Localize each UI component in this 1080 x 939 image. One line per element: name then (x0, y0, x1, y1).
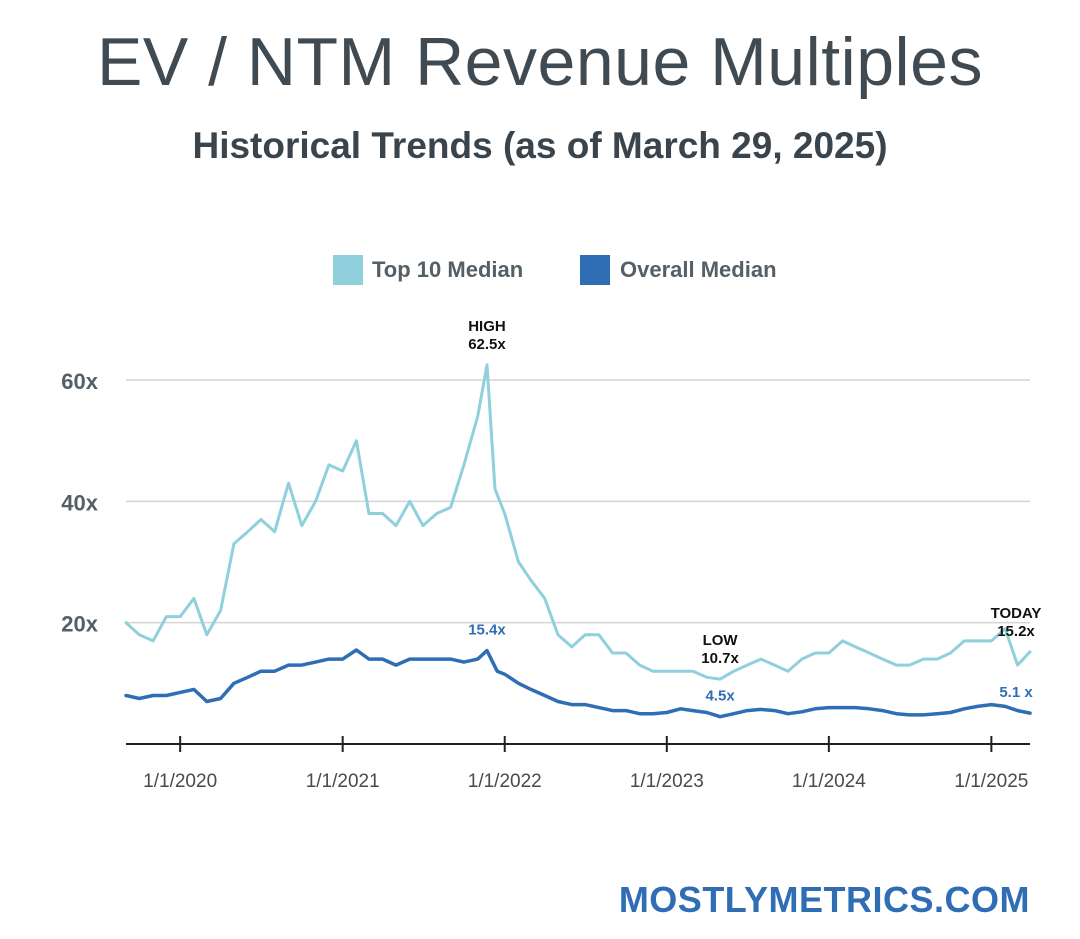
annotation-line: 5.1 x (999, 684, 1033, 701)
chart-subtitle: Historical Trends (as of March 29, 2025) (192, 125, 888, 166)
chart-title: EV / NTM Revenue Multiples (97, 24, 983, 100)
annotation-3: LOW 10.7x (701, 632, 739, 667)
y-tick-label: 60x (61, 369, 98, 394)
annotation-line: 62.5x (468, 336, 506, 353)
y-tick-label: 40x (61, 490, 98, 515)
x-tick-label: 1/1/2025 (954, 771, 1028, 792)
series-line-1 (124, 363, 1032, 681)
annotation-6: 5.1 x (999, 684, 1033, 701)
x-axis: 1/1/2020 1/1/2021 1/1/2022 1/1/2023 1/1/2024… (126, 736, 1030, 792)
x-tick-label: 1/1/2023 (630, 771, 704, 792)
series-line-2 (124, 648, 1032, 719)
annotation-1: HIGH 62.5x (468, 318, 506, 353)
annotation-line: TODAY (991, 605, 1042, 622)
series-lines (124, 363, 1032, 719)
annotation-line: HIGH (468, 318, 506, 335)
annotation-line: 15.2x (997, 623, 1035, 640)
legend: Top 10 Median Overall Median (333, 255, 777, 285)
x-tick-label: 1/1/2022 (468, 771, 542, 792)
annotation-4: 4.5x (705, 688, 735, 705)
y-tick-label: 20x (61, 612, 98, 637)
legend-label-2: Overall Median (620, 257, 777, 282)
annotation-line: 10.7x (701, 650, 739, 667)
x-tick-label: 1/1/2020 (143, 771, 217, 792)
annotation-line: 15.4x (468, 622, 506, 639)
legend-swatch-1 (333, 255, 363, 285)
x-tick-label: 1/1/2024 (792, 771, 866, 792)
annotation-line: 4.5x (705, 688, 735, 705)
x-tick-label: 1/1/2021 (306, 771, 380, 792)
gridlines (126, 379, 1030, 624)
y-axis: 20x 40x 60x (61, 369, 98, 637)
annotation-line: LOW (703, 632, 739, 649)
legend-label-1: Top 10 Median (372, 257, 523, 282)
footer-brand: MOSTLYMETRICS.COM (618, 879, 1030, 920)
legend-swatch-2 (580, 255, 610, 285)
annotation-5: TODAY 15.2x (991, 605, 1042, 640)
annotation-2: 15.4x (468, 622, 506, 639)
annotations: HIGH 62.5x 15.4x LOW 10.7x 4.5x TODAY 15.2x 5.1 … (468, 318, 1041, 705)
